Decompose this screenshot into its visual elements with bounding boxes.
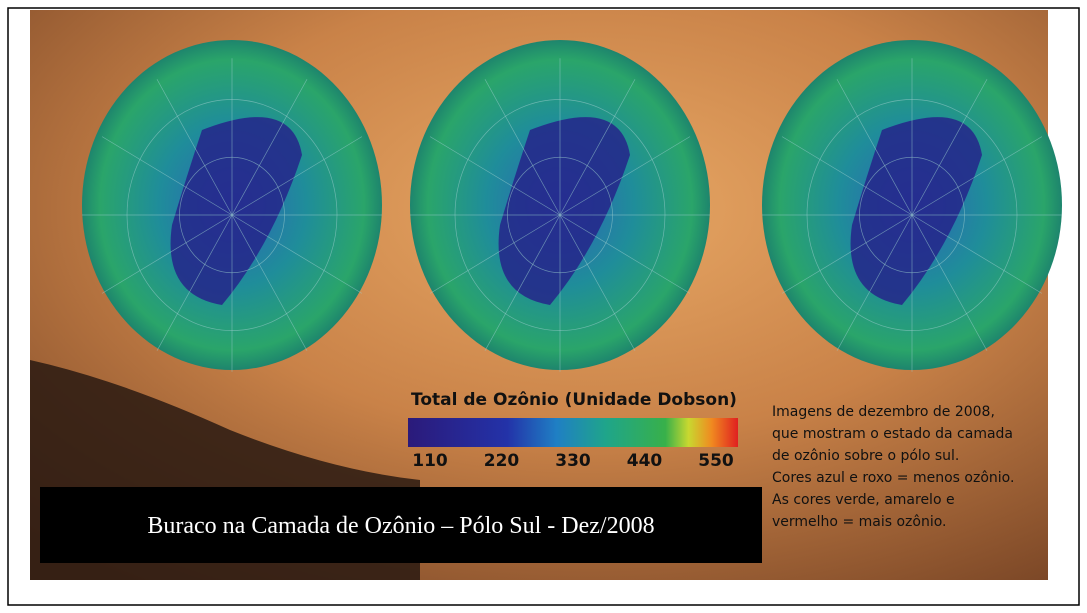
- caption-line: vermelho = mais ozônio.: [772, 514, 946, 530]
- meridian-line: [911, 136, 1043, 216]
- meridian-line: [781, 214, 913, 294]
- caption-line: de ozônio sobre o pólo sul.: [772, 448, 959, 464]
- meridian-line: [836, 79, 913, 216]
- meridian-line: [429, 136, 561, 216]
- meridian-line: [156, 214, 233, 351]
- meridian-line: [484, 79, 561, 216]
- meridian-line: [781, 136, 913, 216]
- colorbar-title: Total de Ozônio (Unidade Dobson): [411, 390, 737, 410]
- meridian-line: [911, 79, 988, 216]
- colorbar-tick-label: 330: [555, 451, 591, 471]
- colorbar-tick-label: 550: [698, 451, 734, 471]
- colorbar: [408, 418, 738, 447]
- meridian-line: [559, 136, 691, 216]
- caption-line: que mostram o estado da camada: [772, 426, 1013, 442]
- meridian-line: [559, 214, 636, 351]
- colorbar-tick-label: 440: [627, 451, 663, 471]
- meridian-line: [911, 214, 1043, 294]
- meridian-line: [559, 79, 636, 216]
- label-box: [40, 487, 762, 563]
- meridian-line: [101, 136, 233, 216]
- meridian-line: [836, 214, 913, 351]
- ozone-hole: [498, 117, 630, 306]
- label: Buraco na Camada de Ozônio – Pólo Sul - …: [147, 513, 654, 539]
- meridian-line: [429, 214, 561, 294]
- globes: [82, 40, 1062, 372]
- colorbar-tick-label: 220: [484, 451, 520, 471]
- colorbar-ticks: 110 220 330 440 550: [412, 451, 734, 471]
- caption: Imagens de dezembro de 2008, que mostram …: [772, 404, 1014, 530]
- meridian-line: [484, 214, 561, 351]
- ozone-hole: [850, 117, 982, 306]
- meridian-line: [156, 79, 233, 216]
- meridian-line: [101, 214, 233, 294]
- caption-line: Cores azul e roxo = menos ozônio.: [772, 470, 1014, 486]
- meridian-line: [231, 214, 308, 351]
- caption-line: As cores verde, amarelo e: [772, 492, 955, 508]
- meridian-line: [559, 214, 691, 294]
- meridian-line: [231, 214, 363, 294]
- caption-line: Imagens de dezembro de 2008,: [772, 404, 995, 420]
- page-border: [7, 7, 1080, 606]
- meridian-line: [911, 214, 988, 351]
- ozone-hole: [170, 117, 302, 306]
- colorbar-tick-label: 110: [412, 451, 448, 471]
- meridian-line: [231, 136, 363, 216]
- meridian-line: [231, 79, 308, 216]
